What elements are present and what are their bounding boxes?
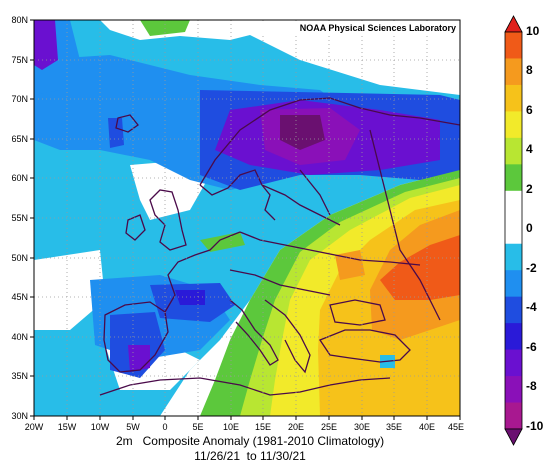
colorbar-label: 2 <box>526 182 533 196</box>
colorbar-labels: 10 8 6 4 2 0 -2 -4 -6 -8 -10 <box>526 24 544 433</box>
longitude-labels: 20W 15W 10W 5W 0 5E 10E 15E 20E 25E 30E … <box>25 422 464 432</box>
graticule <box>34 20 460 416</box>
colorbar-swatch <box>505 270 522 298</box>
colorbar-swatch <box>505 58 522 86</box>
colorbar-swatch <box>505 243 522 271</box>
lon-label: 10E <box>223 422 239 432</box>
colorbar-swatch <box>505 111 522 139</box>
lon-label: 15E <box>255 422 271 432</box>
lon-label: 5E <box>192 422 203 432</box>
colorbar-label: -10 <box>526 419 544 433</box>
lon-label: 45E <box>448 422 464 432</box>
colorbar-swatch <box>505 217 522 245</box>
colorbar-swatch <box>505 32 522 59</box>
coastlines <box>99 97 460 396</box>
lat-label: 40N <box>11 332 28 342</box>
lon-label: 40E <box>419 422 435 432</box>
lat-label: 60N <box>11 173 28 183</box>
colorbar-swatch <box>505 84 522 112</box>
colorbar-swatch <box>505 190 522 218</box>
colorbar-swatch <box>505 164 522 192</box>
colorbar-label: 0 <box>526 221 533 235</box>
colorbar-label: 10 <box>526 24 540 38</box>
lat-label: 30N <box>11 411 28 421</box>
lon-label: 25E <box>321 422 337 432</box>
lon-label: 5W <box>126 422 140 432</box>
map-title-line2: 11/26/21 to 11/30/21 <box>194 449 306 463</box>
lat-label: 55N <box>11 213 28 223</box>
colorbar-label: 8 <box>526 63 533 77</box>
lon-label: 30E <box>354 422 370 432</box>
map-title-line1: 2m Composite Anomaly (1981-2010 Climatol… <box>116 434 384 448</box>
lon-label: 35E <box>386 422 402 432</box>
tick-marks <box>30 19 461 420</box>
credit-box <box>261 21 459 34</box>
lat-label: 50N <box>11 253 28 263</box>
lon-label: 0 <box>162 422 167 432</box>
lon-label: 20W <box>25 422 44 432</box>
colorbar-max-arrow <box>504 15 523 33</box>
colorbar-label: -2 <box>526 261 537 275</box>
colorbar <box>504 15 523 446</box>
lat-label: 35N <box>11 371 28 381</box>
colorbar-swatch <box>505 402 522 430</box>
credit-label: NOAA Physical Sciences Laboratory <box>300 23 456 33</box>
colorbar-swatch <box>505 349 522 377</box>
lat-label: 45N <box>11 292 28 302</box>
colorbar-label: 4 <box>526 142 533 156</box>
colorbar-label: -8 <box>526 379 537 393</box>
colorbar-swatch <box>505 296 522 324</box>
latitude-labels: 80N 75N 70N 65N 60N 55N 50N 45N 40N 35N … <box>11 15 28 421</box>
lat-label: 70N <box>11 94 28 104</box>
colorbar-label: -4 <box>526 300 537 314</box>
colorbar-min-arrow <box>504 428 523 446</box>
lat-label: 65N <box>11 134 28 144</box>
lon-label: 10W <box>91 422 110 432</box>
lat-label: 75N <box>11 55 28 65</box>
colorbar-label: -6 <box>526 340 537 354</box>
colorbar-label: 6 <box>526 103 533 117</box>
colorbar-swatch <box>505 323 522 351</box>
lon-label: 20E <box>288 422 304 432</box>
lon-label: 15W <box>58 422 77 432</box>
lat-label: 80N <box>11 15 28 25</box>
colorbar-swatch <box>505 376 522 404</box>
colorbar-swatch <box>505 137 522 165</box>
